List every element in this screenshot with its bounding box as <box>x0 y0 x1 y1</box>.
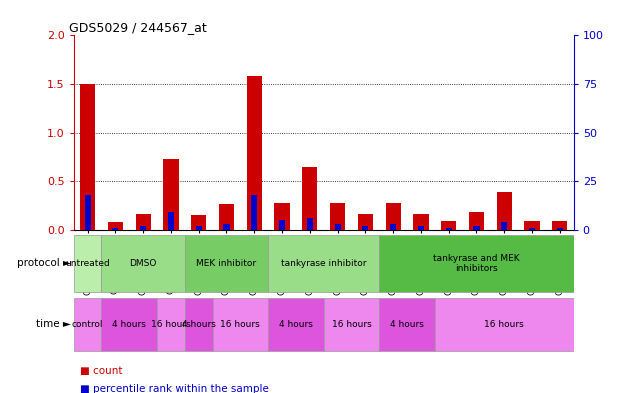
Text: ■ count: ■ count <box>80 366 122 376</box>
Bar <box>418 226 424 230</box>
Text: 16 hours: 16 hours <box>221 320 260 329</box>
Text: 4 hours: 4 hours <box>182 320 215 329</box>
Bar <box>362 226 369 230</box>
Bar <box>435 298 574 351</box>
Bar <box>307 218 313 230</box>
Bar <box>441 221 456 230</box>
Text: 16 hours: 16 hours <box>485 320 524 329</box>
Bar <box>247 76 262 230</box>
Bar <box>135 214 151 230</box>
Text: time ►: time ► <box>36 319 71 329</box>
Bar <box>379 298 435 351</box>
Bar <box>358 214 373 230</box>
Bar <box>185 298 213 351</box>
Bar <box>385 203 401 230</box>
Text: 16 hours: 16 hours <box>331 320 371 329</box>
Text: DMSO: DMSO <box>129 259 157 268</box>
Bar <box>112 228 119 230</box>
Text: 4 hours: 4 hours <box>112 320 146 329</box>
Bar <box>168 212 174 230</box>
Bar <box>101 235 185 292</box>
Bar <box>279 220 285 230</box>
Bar <box>324 298 379 351</box>
Bar <box>191 215 206 230</box>
Bar <box>390 224 396 230</box>
Bar <box>330 203 345 230</box>
Bar <box>268 235 379 292</box>
Bar <box>335 224 340 230</box>
Bar <box>469 212 484 230</box>
Bar <box>185 235 268 292</box>
Text: 4 hours: 4 hours <box>390 320 424 329</box>
Text: control: control <box>72 320 103 329</box>
Bar <box>140 226 146 230</box>
Text: untreated: untreated <box>65 259 110 268</box>
Text: GDS5029 / 244567_at: GDS5029 / 244567_at <box>69 21 206 34</box>
Bar <box>74 298 101 351</box>
Bar <box>101 298 157 351</box>
Bar <box>163 159 179 230</box>
Text: tankyrase and MEK
inhibitors: tankyrase and MEK inhibitors <box>433 253 520 273</box>
Bar <box>274 203 290 230</box>
Text: protocol ►: protocol ► <box>17 258 71 268</box>
Bar <box>379 235 574 292</box>
Bar <box>219 204 234 230</box>
Text: MEK inhibitor: MEK inhibitor <box>196 259 256 268</box>
Bar <box>85 195 90 230</box>
Text: 16 hours: 16 hours <box>151 320 191 329</box>
Bar <box>74 235 101 292</box>
Bar <box>108 222 123 230</box>
Bar <box>268 298 324 351</box>
Bar <box>445 228 452 230</box>
Text: tankyrase inhibitor: tankyrase inhibitor <box>281 259 367 268</box>
Bar <box>501 222 507 230</box>
Bar <box>552 221 567 230</box>
Text: 4 hours: 4 hours <box>279 320 313 329</box>
Bar <box>557 228 563 230</box>
Bar <box>196 226 202 230</box>
Bar <box>213 298 268 351</box>
Bar <box>157 298 185 351</box>
Bar <box>474 226 479 230</box>
Text: ■ percentile rank within the sample: ■ percentile rank within the sample <box>80 384 269 393</box>
Bar <box>302 167 317 230</box>
Bar <box>529 228 535 230</box>
Bar <box>524 221 540 230</box>
Bar <box>413 214 429 230</box>
Bar <box>80 84 96 230</box>
Bar <box>497 192 512 230</box>
Bar <box>251 195 257 230</box>
Bar <box>224 224 229 230</box>
